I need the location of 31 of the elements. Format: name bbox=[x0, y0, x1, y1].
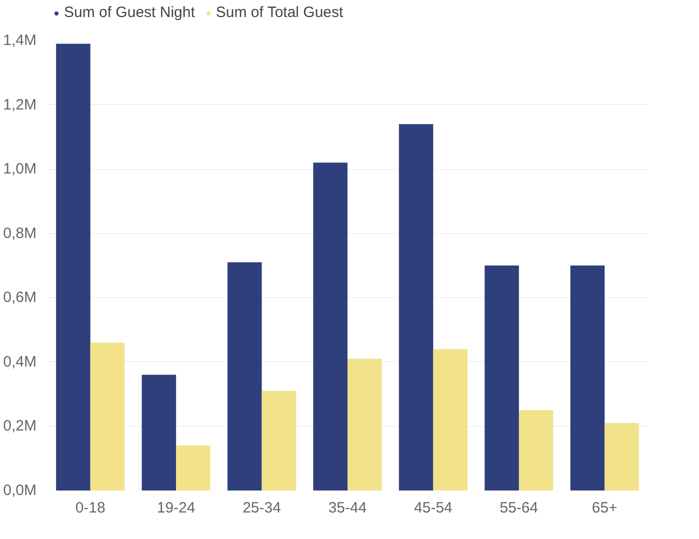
bar bbox=[518, 410, 554, 490]
x-tick-label: 25-34 bbox=[242, 500, 281, 516]
bar bbox=[142, 374, 176, 490]
bar bbox=[484, 266, 519, 490]
y-tick-label: 0,2M bbox=[3, 418, 37, 435]
y-tick-label: 1,2M bbox=[3, 96, 37, 114]
x-tick-label: 45-54 bbox=[414, 500, 452, 516]
bar bbox=[433, 349, 468, 490]
y-tick-label: 0,8M bbox=[3, 224, 37, 242]
y-tick-label: 0,0M bbox=[3, 482, 37, 499]
legend-label: Sum of Total Guest bbox=[216, 4, 344, 21]
bar bbox=[348, 358, 382, 490]
bar bbox=[398, 124, 434, 490]
x-tick-label: 35-44 bbox=[328, 500, 367, 516]
x-tick-label: 0-18 bbox=[75, 500, 106, 516]
bar bbox=[604, 423, 639, 490]
y-tick-label: 1,4M bbox=[3, 32, 37, 49]
bar bbox=[313, 162, 348, 490]
x-tick-label: 19-24 bbox=[156, 500, 196, 516]
bar bbox=[90, 342, 125, 490]
x-tick-label: 65+ bbox=[592, 500, 618, 516]
legend-label: Sum of Guest Night bbox=[64, 4, 195, 21]
x-tick-label: 55-64 bbox=[500, 500, 538, 516]
bar bbox=[176, 446, 210, 490]
bar bbox=[228, 262, 262, 490]
y-tick-label: 0,6M bbox=[3, 289, 37, 306]
bar bbox=[570, 266, 605, 490]
bar bbox=[56, 44, 90, 490]
y-tick-label: 1,0M bbox=[3, 160, 37, 178]
y-tick-label: 0,4M bbox=[3, 353, 37, 370]
bar bbox=[262, 390, 296, 490]
